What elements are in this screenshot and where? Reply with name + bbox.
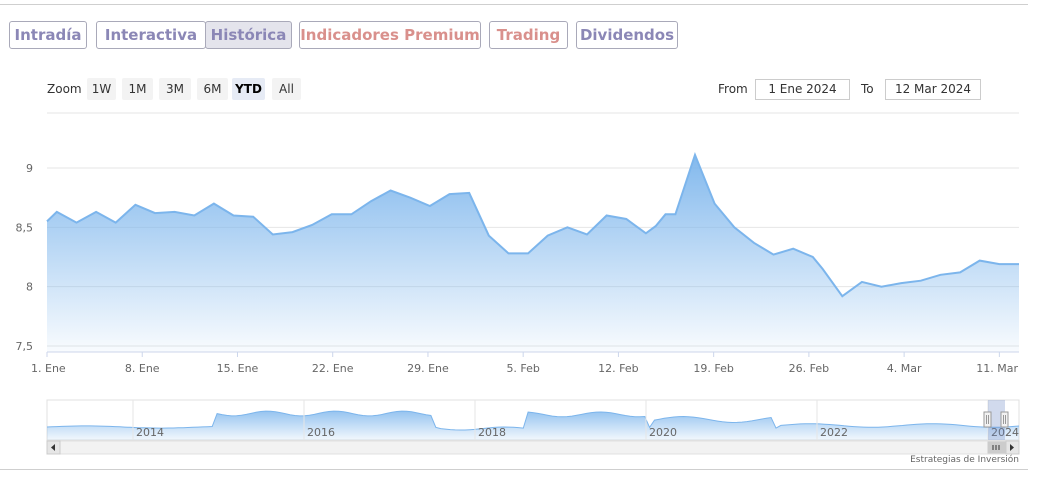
- x-axis: 1. Ene 8. Ene 15. Ene 22. Ene 29. Ene 5. Feb 1…: [31, 351, 1019, 375]
- tab-trading[interactable]: Trading: [489, 21, 568, 49]
- to-date-input[interactable]: 12 Mar 2024: [885, 79, 981, 100]
- navigator-tick-label: 2022: [820, 426, 848, 439]
- tab-hist-rica[interactable]: Histórica: [205, 21, 292, 49]
- x-tick-label: 8. Ene: [125, 362, 160, 375]
- tab-intrad-a[interactable]: Intradía: [9, 21, 87, 49]
- price-line: [46, 151, 1019, 298]
- navigator-line: [46, 410, 1020, 431]
- zoom-button-all[interactable]: All: [272, 78, 301, 100]
- x-tick-label: 19. Feb: [693, 362, 733, 375]
- navigator-tick-label: 2014: [136, 426, 164, 439]
- x-tick-label: 12. Feb: [598, 362, 638, 375]
- from-date-input[interactable]: 1 Ene 2024: [755, 79, 850, 100]
- navigator-tick-label: 2020: [649, 426, 677, 439]
- tab-indicadores-premium[interactable]: Indicadores Premium: [299, 21, 481, 49]
- y-tick-label: 8: [26, 281, 33, 294]
- y-tick-label: 8,5: [16, 221, 34, 234]
- x-tick-label: 4. Mar: [887, 362, 922, 375]
- navigator-handle-right[interactable]: [1000, 411, 1009, 428]
- navigator-selection: [988, 400, 1005, 440]
- x-tick-label: 26. Feb: [789, 362, 829, 375]
- to-label: To: [861, 82, 874, 96]
- navigator-tick-label: 2016: [307, 426, 335, 439]
- x-tick-label: 22. Ene: [312, 362, 354, 375]
- zoom-button-6m[interactable]: 6M: [197, 78, 228, 100]
- scroll-right-arrow-icon: [1010, 444, 1014, 451]
- zoom-button-1w[interactable]: 1W: [87, 78, 116, 100]
- from-label: From: [718, 82, 748, 96]
- zoom-label: Zoom: [47, 82, 82, 96]
- zoom-button-1m[interactable]: 1M: [122, 78, 153, 100]
- bottom-divider: [0, 469, 1028, 470]
- scrollbar-track[interactable]: [46, 440, 1020, 455]
- scroll-left-arrow-icon: [51, 444, 55, 451]
- y-tick-label: 7,5: [16, 340, 34, 353]
- x-tick-label: 5. Feb: [506, 362, 539, 375]
- navigator-area: [47, 411, 1019, 440]
- tab-dividendos[interactable]: Dividendos: [576, 21, 678, 49]
- navigator-tick-label: 2018: [478, 426, 506, 439]
- y-axis-labels: 7,5 8 8,5 9: [16, 162, 34, 353]
- price-area: [47, 154, 1019, 352]
- x-tick-label: 11. Mar: [976, 362, 1018, 375]
- x-tick-label: 29. Ene: [407, 362, 449, 375]
- tab-interactiva[interactable]: Interactiva: [96, 21, 206, 49]
- zoom-button-3m[interactable]: 3M: [159, 78, 191, 100]
- zoom-button-ytd[interactable]: YTD: [232, 78, 265, 100]
- x-tick-label: 1. Ene: [31, 362, 66, 375]
- x-tick-label: 15. Ene: [217, 362, 259, 375]
- navigator-handle-left[interactable]: [983, 411, 992, 428]
- credit-text: Estrategias de Inversión: [910, 455, 1019, 465]
- navigator[interactable]: 2014 2016 2018 2020 2022 2024: [46, 399, 1020, 455]
- navigator-tick-label: 2024: [991, 426, 1019, 439]
- price-series: [46, 151, 1019, 352]
- y-tick-label: 9: [26, 162, 33, 175]
- top-divider: [0, 4, 1028, 5]
